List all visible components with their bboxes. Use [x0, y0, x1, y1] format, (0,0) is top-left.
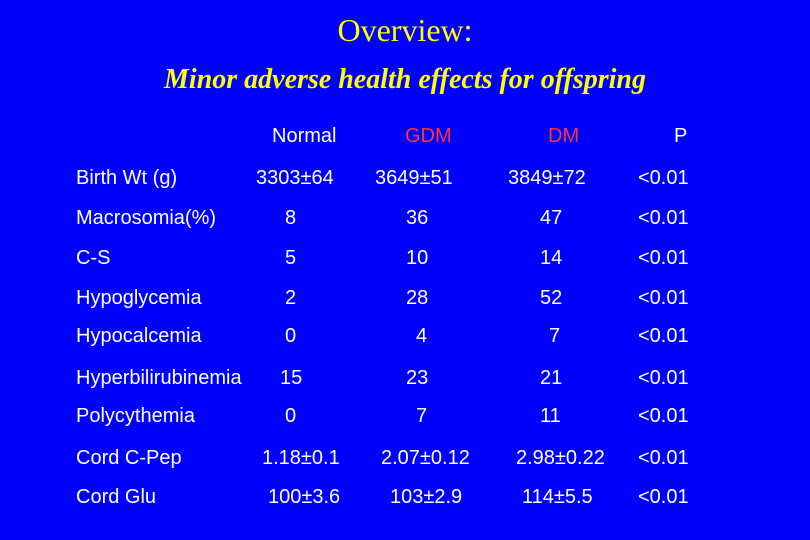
row-label-c-s: C-S: [76, 247, 111, 269]
header-gdm: GDM: [405, 125, 452, 147]
cell-gdm-hypocalcemia: 4: [416, 325, 428, 347]
cell-normal-hyperbilirubinemia: 15: [280, 367, 303, 389]
cell-gdm-cord-glu: 103±2.9: [390, 486, 463, 508]
cell-normal-macrosomia: 8: [285, 207, 297, 229]
cell-dm-c-s: 14: [540, 247, 563, 269]
cell-dm-cord-c-pep: 2.98±0.22: [516, 447, 605, 469]
cell-gdm-c-s: 10: [406, 247, 429, 269]
cell-dm-hyperbilirubinemia: 21: [540, 367, 563, 389]
cell-p-cord-glu: <0.01: [638, 486, 689, 508]
cell-gdm-hypoglycemia: 28: [406, 287, 429, 309]
row-label-hypocalcemia: Hypocalcemia: [76, 325, 202, 347]
cell-normal-c-s: 5: [285, 247, 297, 269]
row-label-hyperbilirubinemia: Hyperbilirubinemia: [76, 367, 242, 389]
cell-normal-cord-glu: 100±3.6: [268, 486, 341, 508]
cell-dm-macrosomia: 47: [540, 207, 563, 229]
cell-dm-hypocalcemia: 7: [549, 325, 561, 347]
header-dm: DM: [548, 125, 580, 147]
cell-p-hyperbilirubinemia: <0.01: [638, 367, 689, 389]
cell-p-hypocalcemia: <0.01: [638, 325, 689, 347]
slide-subtitle: Minor adverse health effects for offspri…: [164, 64, 646, 95]
cell-dm-cord-glu: 114±5.5: [522, 486, 593, 508]
cell-dm-polycythemia: 11: [540, 405, 561, 427]
cell-gdm-polycythemia: 7: [416, 405, 428, 427]
header-p: P: [674, 125, 688, 147]
cell-gdm-hyperbilirubinemia: 23: [406, 367, 429, 389]
header-normal: Normal: [272, 125, 337, 147]
cell-normal-cord-c-pep: 1.18±0.1: [262, 447, 340, 469]
cell-gdm-cord-c-pep: 2.07±0.12: [381, 447, 470, 469]
cell-p-polycythemia: <0.01: [638, 405, 689, 427]
cell-p-macrosomia: <0.01: [638, 207, 689, 229]
cell-normal-hypocalcemia: 0: [285, 325, 297, 347]
cell-normal-polycythemia: 0: [285, 405, 297, 427]
row-label-cord-glu: Cord Glu: [76, 486, 157, 508]
cell-p-c-s: <0.01: [638, 247, 689, 269]
cell-normal-birth-wt: 3303±64: [256, 167, 334, 189]
row-label-polycythemia: Polycythemia: [76, 405, 195, 427]
cell-gdm-birth-wt: 3649±51: [375, 167, 453, 189]
row-label-cord-c-pep: Cord C-Pep: [76, 447, 182, 469]
cell-gdm-macrosomia: 36: [406, 207, 429, 229]
row-label-hypoglycemia: Hypoglycemia: [76, 287, 202, 309]
row-label-birth-wt: Birth Wt (g): [76, 167, 178, 189]
cell-normal-hypoglycemia: 2: [285, 287, 297, 309]
cell-dm-birth-wt: 3849±72: [508, 167, 586, 189]
row-label-macrosomia: Macrosomia(%): [76, 207, 217, 229]
cell-p-birth-wt: <0.01: [638, 167, 689, 189]
cell-p-cord-c-pep: <0.01: [638, 447, 689, 469]
cell-p-hypoglycemia: <0.01: [638, 287, 689, 309]
slide-title: Overview:: [337, 12, 473, 48]
cell-dm-hypoglycemia: 52: [540, 287, 563, 309]
